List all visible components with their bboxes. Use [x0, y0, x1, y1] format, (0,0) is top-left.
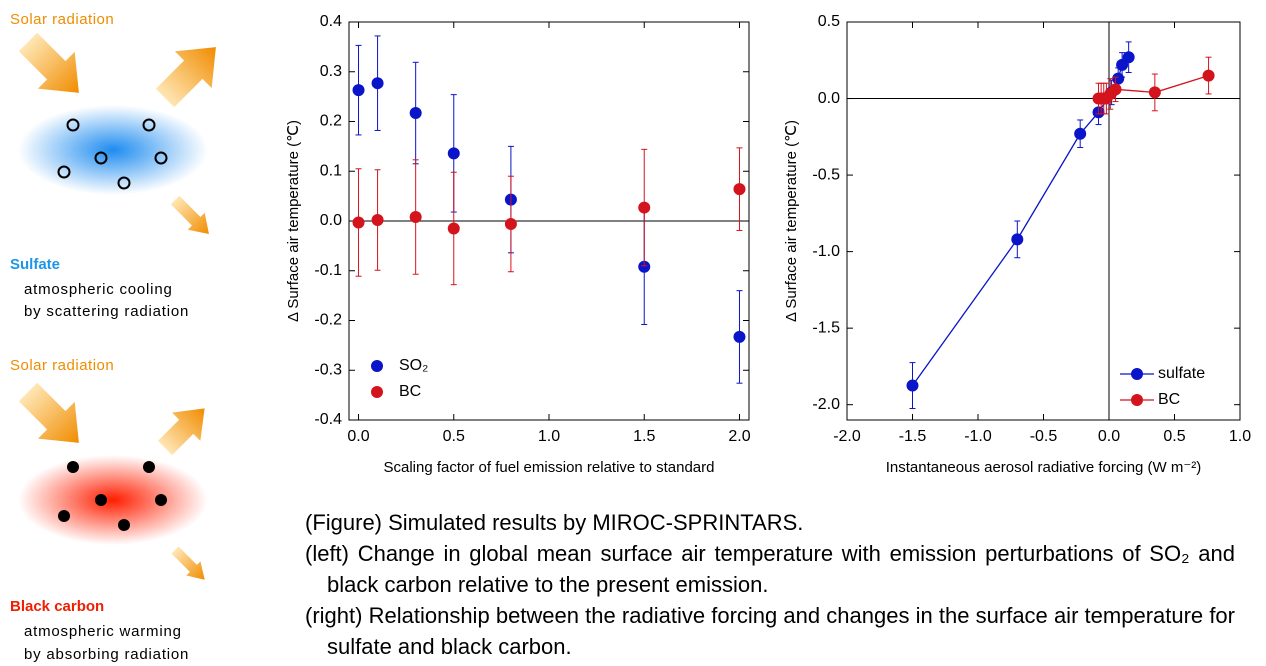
- legend-marker: [1131, 394, 1143, 406]
- y-tick-label: -2.0: [812, 396, 840, 413]
- legend-label: BC: [399, 383, 421, 400]
- diagram-source: Solar radiation: [10, 11, 114, 28]
- x-tick-label: 2.0: [728, 428, 750, 445]
- caption: (Figure) Simulated results by MIROC-SPRI…: [305, 507, 1235, 662]
- chart: 0.4 0.3 0.2 0.1 0.0 -0.1 -0.2 -0.3 -0.4 0.0 0.5 1.0…: [285, 13, 751, 476]
- x-tick-label: 0.0: [347, 428, 369, 445]
- diagram-line: by scattering radiation: [24, 303, 189, 320]
- marker: [638, 201, 651, 214]
- marker: [504, 217, 517, 230]
- x-tick-label: 0.0: [1098, 428, 1120, 445]
- x-axis-label: Scaling factor of fuel emission relative…: [383, 459, 714, 476]
- legend-marker: [371, 386, 383, 398]
- sulfate-cloud: [18, 105, 208, 195]
- particles: [57, 118, 168, 190]
- marker: [1011, 233, 1024, 246]
- marker: [409, 211, 422, 224]
- marker: [352, 216, 365, 229]
- marker: [352, 84, 365, 97]
- marker: [371, 77, 384, 90]
- marker: [371, 214, 384, 227]
- marker: [906, 379, 919, 392]
- y-tick-label: -0.1: [314, 262, 342, 279]
- diagram-source: Solar radiation: [10, 357, 114, 374]
- y-axis-label: Δ Surface air temperature (℃): [783, 120, 800, 322]
- x-tick-label: 1.0: [1229, 428, 1251, 445]
- arrow: [171, 546, 205, 580]
- marker: [409, 107, 422, 120]
- diagram-line: by absorbing radiation: [24, 646, 189, 663]
- y-tick-label: 0.0: [320, 212, 342, 229]
- y-tick-label: 0.0: [818, 90, 840, 107]
- caption-line: (left) Change in global mean surface air…: [305, 541, 1235, 597]
- marker: [733, 330, 746, 343]
- legend-marker: [371, 360, 383, 372]
- marker: [447, 147, 460, 160]
- arrow: [157, 408, 205, 456]
- diagram-line: atmospheric warming: [24, 623, 182, 640]
- y-axis-label: Δ Surface air temperature (℃): [285, 120, 302, 322]
- bc-diagram: Solar radiation Black carbon atmospheric…: [10, 357, 208, 663]
- x-axis-label: Instantaneous aerosol radiative forcing …: [886, 459, 1202, 476]
- arrow: [18, 32, 79, 93]
- legend-marker: [1131, 368, 1143, 380]
- x-tick-label: 0.5: [443, 428, 465, 445]
- marker: [1074, 127, 1087, 140]
- x-tick-label: 0.5: [1163, 428, 1185, 445]
- diagram-line: atmospheric cooling: [24, 281, 173, 298]
- y-tick-label: -1.0: [812, 243, 840, 260]
- marker: [1202, 69, 1215, 82]
- arrow: [155, 47, 216, 108]
- marker: [1148, 86, 1161, 99]
- legend-label: BC: [1158, 391, 1180, 408]
- y-tick-label: 0.1: [320, 162, 342, 179]
- y-tick-label: -0.4: [314, 411, 342, 428]
- x-tick-label: -2.0: [833, 428, 861, 445]
- bc-cloud: [18, 455, 208, 545]
- sulfate-diagram: Solar radiation Sulfate atmospheric cool…: [10, 11, 216, 320]
- x-tick-label: -1.5: [899, 428, 927, 445]
- y-tick-label: 0.3: [320, 63, 342, 80]
- x-tick-label: -0.5: [1030, 428, 1058, 445]
- y-tick-label: 0.2: [320, 113, 342, 130]
- marker: [1112, 72, 1125, 85]
- y-tick-label: -1.5: [812, 319, 840, 336]
- marker: [447, 222, 460, 235]
- plot-frame: [846, 21, 1241, 421]
- diagram-title: Sulfate: [10, 256, 60, 273]
- x-tick-label: -1.0: [964, 428, 992, 445]
- marker: [733, 183, 746, 196]
- series-line: [911, 56, 1130, 386]
- marker: [1109, 83, 1122, 96]
- legend-label: sulfate: [1158, 365, 1205, 382]
- y-tick-label: -0.2: [314, 312, 342, 329]
- x-tick-label: 1.5: [633, 428, 655, 445]
- diagram-title: Black carbon: [10, 598, 104, 615]
- y-tick-label: 0.5: [818, 13, 840, 30]
- y-tick-label: -0.5: [812, 166, 840, 183]
- marker: [1122, 51, 1135, 64]
- particles: [58, 461, 167, 531]
- y-tick-label: -0.3: [314, 361, 342, 378]
- arrow: [18, 382, 79, 443]
- marker: [638, 260, 651, 273]
- caption-line: (Figure) Simulated results by MIROC-SPRI…: [305, 510, 804, 535]
- chart: 0.5 0.0 -0.5 -1.0 -1.5 -2.0 -2.0 -1.5 -1.0 -0.5 0.…: [783, 13, 1251, 476]
- legend-label: SO₂: [399, 357, 428, 374]
- x-tick-label: 1.0: [538, 428, 560, 445]
- caption-line: (right) Relationship between the radiati…: [305, 603, 1235, 659]
- y-tick-label: 0.4: [320, 13, 342, 30]
- arrow: [170, 195, 209, 234]
